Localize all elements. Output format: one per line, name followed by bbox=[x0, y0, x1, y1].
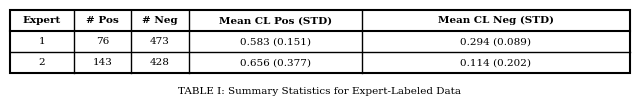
Text: 0.114 (0.202): 0.114 (0.202) bbox=[461, 58, 531, 67]
Text: 2: 2 bbox=[38, 58, 45, 67]
Text: 0.294 (0.089): 0.294 (0.089) bbox=[461, 37, 531, 46]
Text: 0.583 (0.151): 0.583 (0.151) bbox=[240, 37, 310, 46]
Text: # Pos: # Pos bbox=[86, 16, 119, 25]
Text: 473: 473 bbox=[150, 37, 170, 46]
Text: Mean CL Pos (STD): Mean CL Pos (STD) bbox=[219, 16, 332, 25]
Text: 143: 143 bbox=[92, 58, 113, 67]
Text: TABLE I: Summary Statistics for Expert-Labeled Data: TABLE I: Summary Statistics for Expert-L… bbox=[179, 87, 461, 96]
Text: Expert: Expert bbox=[22, 16, 61, 25]
Text: 0.656 (0.377): 0.656 (0.377) bbox=[240, 58, 310, 67]
Text: # Neg: # Neg bbox=[142, 16, 178, 25]
Text: 1: 1 bbox=[38, 37, 45, 46]
Text: 428: 428 bbox=[150, 58, 170, 67]
Text: 76: 76 bbox=[96, 37, 109, 46]
Text: Mean CL Neg (STD): Mean CL Neg (STD) bbox=[438, 16, 554, 25]
